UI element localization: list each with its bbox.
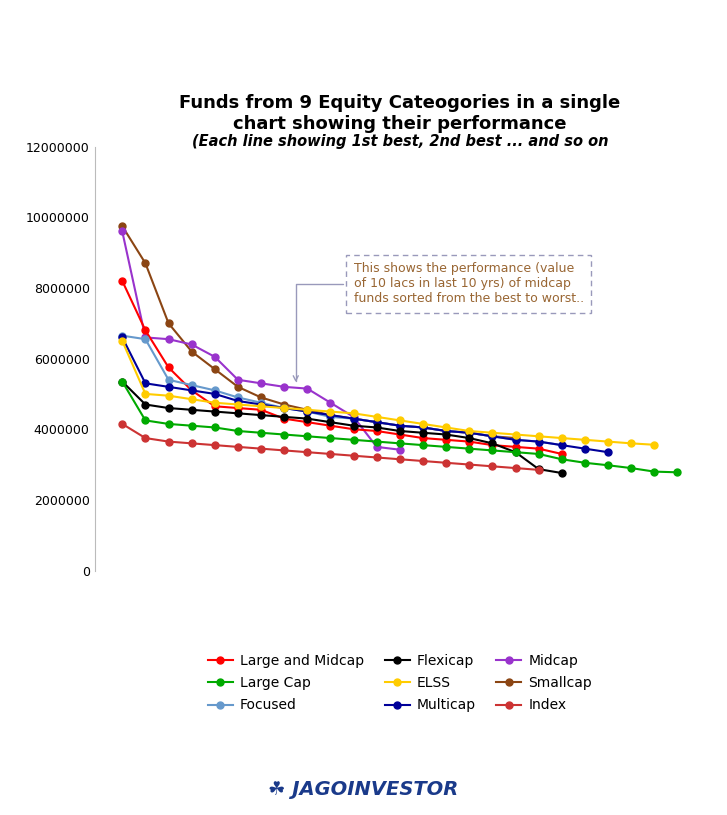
- Text: (Each line showing 1st best, 2nd best ... and so on: (Each line showing 1st best, 2nd best ..…: [192, 134, 608, 149]
- Text: This shows the performance (value
of 10 lacs in last 10 yrs) of midcap
funds sor: This shows the performance (value of 10 …: [293, 262, 584, 381]
- Legend: Large and Midcap, Large Cap, Focused, Flexicap, ELSS, Multicap, Midcap, Smallcap: Large and Midcap, Large Cap, Focused, Fl…: [208, 654, 592, 712]
- Text: Funds from 9 Equity Cateogories in a single
chart showing their performance: Funds from 9 Equity Cateogories in a sin…: [180, 94, 620, 133]
- Text: ☘ JAGOINVESTOR: ☘ JAGOINVESTOR: [268, 780, 459, 799]
